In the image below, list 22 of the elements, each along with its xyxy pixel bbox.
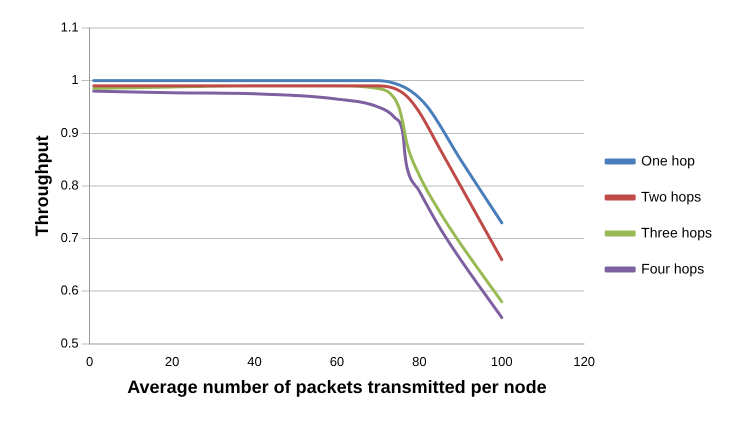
- x-tick-label: 60: [330, 354, 344, 370]
- y-axis-title: Throughput: [32, 135, 52, 236]
- y-tick-label: 1: [71, 72, 79, 88]
- x-axis-title: Average number of packets transmitted per node: [127, 377, 547, 398]
- x-tick-label: 0: [86, 354, 94, 370]
- x-tick-label: 100: [490, 354, 513, 370]
- line-series: [92, 79, 504, 224]
- x-tick-label: 40: [247, 354, 262, 370]
- legend-label: Three hops: [641, 224, 712, 240]
- legend-label: Four hops: [641, 260, 704, 276]
- legend-label: One hop: [641, 152, 696, 168]
- x-tick-label: 120: [573, 354, 596, 370]
- y-tick-label: 0.7: [60, 230, 79, 246]
- legend-label: Two hops: [641, 188, 702, 204]
- x-tick-label: 20: [164, 354, 180, 370]
- y-tick-label: 0.6: [60, 282, 79, 298]
- y-tick-label: 0.8: [60, 177, 79, 192]
- y-tick-label: 0.5: [60, 335, 79, 350]
- y-tick-label: 0.9: [60, 124, 79, 140]
- y-tick-label: 1.1: [60, 20, 79, 35]
- x-tick-label: 80: [412, 354, 427, 370]
- line-series: [92, 84, 504, 262]
